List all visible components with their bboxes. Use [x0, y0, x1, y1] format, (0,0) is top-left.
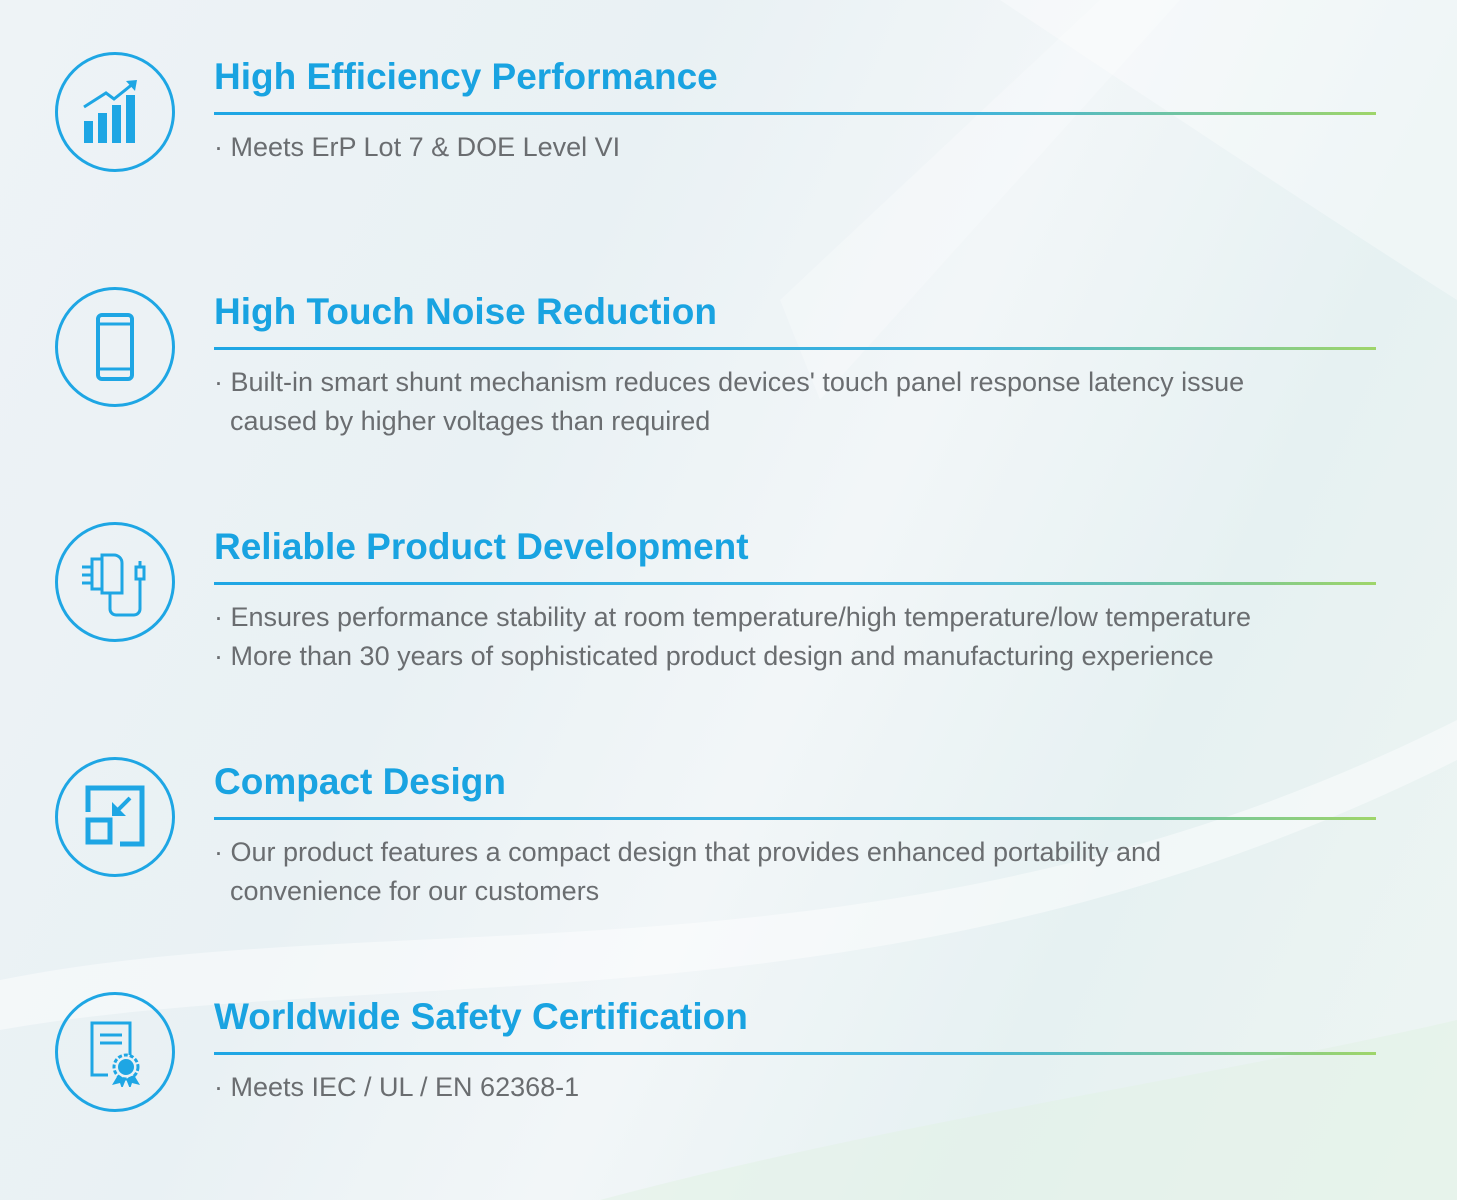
power-adapter-icon	[55, 522, 175, 642]
feature-title: Compact Design	[214, 761, 506, 802]
divider	[214, 817, 1376, 820]
bar-chart-growth-icon	[55, 52, 175, 172]
feature-5: Worldwide Safety Certification · Meets I…	[0, 992, 1457, 1192]
feature-bullets: · Ensures performance stability at room …	[214, 598, 1251, 676]
feature-bullets: · Meets IEC / UL / EN 62368-1	[214, 1068, 579, 1107]
feature-bullets: · Built-in smart shunt mechanism reduces…	[214, 363, 1244, 441]
feature-bullets: · Our product features a compact design …	[214, 833, 1161, 911]
feature-3: Reliable Product Development · Ensures p…	[0, 522, 1457, 722]
feature-title: High Touch Noise Reduction	[214, 291, 717, 332]
divider	[214, 112, 1376, 115]
feature-title: Worldwide Safety Certification	[214, 996, 748, 1037]
bullet-item: · More than 30 years of sophisticated pr…	[214, 637, 1251, 676]
certificate-icon	[55, 992, 175, 1112]
bullet-item: · Meets IEC / UL / EN 62368-1	[214, 1068, 579, 1107]
feature-4: Compact Design · Our product features a …	[0, 757, 1457, 957]
divider	[214, 1052, 1376, 1055]
bullet-text: · Built-in smart shunt mechanism reduces…	[214, 367, 1245, 397]
bullet-text: · Our product features a compact design …	[214, 837, 1162, 867]
bullet-text: · Meets ErP Lot 7 & DOE Level VI	[214, 132, 621, 162]
bullet-item: · Built-in smart shunt mechanism reduces…	[214, 363, 1244, 441]
feature-title: High Efficiency Performance	[214, 56, 718, 97]
bullet-item: · Meets ErP Lot 7 & DOE Level VI	[214, 128, 620, 167]
feature-bullets: · Meets ErP Lot 7 & DOE Level VI	[214, 128, 620, 167]
compact-resize-icon	[55, 757, 175, 877]
bullet-text: · Ensures performance stability at room …	[214, 602, 1251, 632]
bullet-text: convenience for our customers	[230, 876, 600, 906]
bullet-item: · Our product features a compact design …	[214, 833, 1161, 911]
feature-1: High Efficiency Performance · Meets ErP …	[0, 52, 1457, 252]
divider	[214, 582, 1376, 585]
smartphone-icon	[55, 287, 175, 407]
feature-2: High Touch Noise Reduction · Built-in sm…	[0, 287, 1457, 487]
bullet-text: · Meets IEC / UL / EN 62368-1	[214, 1072, 580, 1102]
divider	[214, 347, 1376, 350]
bullet-text: · More than 30 years of sophisticated pr…	[214, 641, 1214, 671]
feature-title: Reliable Product Development	[214, 526, 749, 567]
bullet-text: caused by higher voltages than required	[230, 406, 711, 436]
bullet-item: · Ensures performance stability at room …	[214, 598, 1251, 637]
